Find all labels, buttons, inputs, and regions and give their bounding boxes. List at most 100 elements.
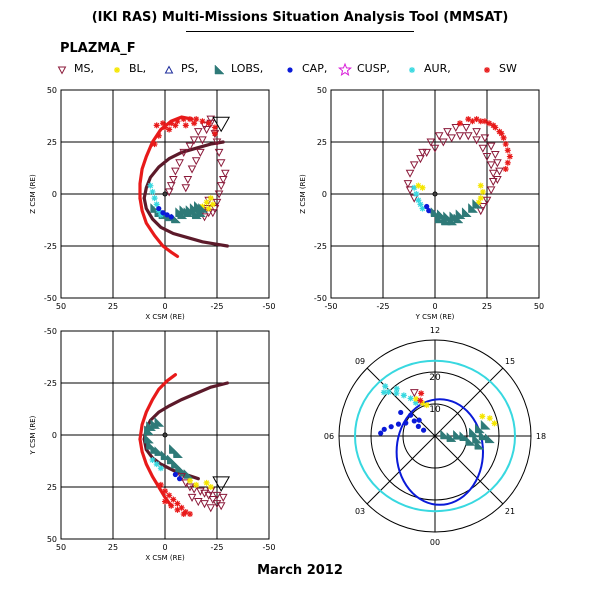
x-tick-label: -50 [324, 302, 337, 311]
data-point [415, 423, 421, 429]
data-point [469, 427, 479, 438]
data-point [179, 148, 189, 157]
boundary-curve [138, 196, 180, 258]
legend-label: CAP, [302, 62, 328, 75]
data-point [193, 498, 203, 507]
hour-label: 00 [430, 538, 440, 547]
data-point [385, 388, 392, 395]
data-point [156, 205, 162, 212]
data-point [490, 150, 500, 160]
data-point [212, 491, 222, 500]
boundary-curve [142, 140, 225, 200]
y-tick-label: 25 [47, 483, 57, 492]
data-point [181, 184, 191, 193]
data-point [198, 202, 209, 213]
data-point [482, 153, 492, 162]
x-tick-label: 0 [162, 543, 167, 552]
data-point [205, 205, 212, 212]
data-point [413, 395, 420, 402]
data-point [196, 148, 205, 157]
data-point [151, 195, 158, 202]
y-tick-label: 25 [317, 138, 327, 147]
data-point [159, 120, 166, 127]
data-point [179, 205, 190, 215]
data-point [443, 128, 452, 137]
hour-label: 15 [505, 357, 515, 366]
data-point [200, 121, 209, 130]
legend-marker-icon [484, 67, 490, 73]
data-point [157, 481, 164, 488]
x-tick-label: -25 [210, 302, 223, 311]
data-point [381, 426, 387, 432]
boundary-curve [138, 437, 173, 508]
data-point [405, 186, 415, 195]
data-point [187, 493, 197, 502]
panel-xz: 50 25 0 -25 -50 -50 -25 0 25 50 X CSM (RE) Z CSM (R… [29, 86, 276, 321]
data-point [220, 169, 230, 178]
data-point [423, 402, 430, 409]
data-point [426, 208, 432, 214]
data-point [419, 205, 426, 212]
data-point [218, 175, 228, 184]
polar-ring [338, 339, 532, 533]
data-point [168, 502, 175, 509]
data-point [472, 128, 481, 137]
data-point [422, 148, 432, 157]
data-point [498, 130, 505, 137]
x-tick-label: -25 [376, 302, 389, 311]
data-point [157, 211, 164, 218]
y-tick-label: -25 [44, 242, 57, 251]
data-point [486, 120, 493, 127]
data-point [388, 424, 394, 430]
y-axis-label: Y CSM (RE) [29, 415, 37, 455]
hour-label: 09 [355, 357, 365, 366]
data-point [469, 118, 476, 125]
data-point [393, 385, 400, 392]
panel-yz: -50 -25 0 25 50 -50 -25 0 25 50 Y CSM (RE) Z CSM (R… [299, 86, 544, 321]
legend-label: MS, [74, 62, 94, 75]
data-point [463, 132, 473, 141]
data-point [417, 201, 424, 208]
x-tick-label: 25 [108, 543, 118, 552]
data-point [486, 142, 496, 151]
data-point [415, 197, 422, 204]
data-point [175, 159, 184, 168]
data-point [206, 115, 216, 124]
y-tick-label: -50 [314, 294, 327, 303]
data-point [193, 128, 203, 137]
date-label: March 2012 [257, 563, 343, 578]
data-point [411, 418, 417, 424]
data-point [172, 122, 179, 129]
data-point [175, 207, 186, 217]
data-point [216, 182, 226, 191]
hour-label: 12 [430, 326, 440, 335]
data-point [438, 138, 448, 147]
data-point [151, 141, 158, 148]
data-point [412, 399, 419, 406]
data-point [486, 161, 496, 170]
y-tick-label: 50 [47, 86, 57, 95]
data-point [211, 130, 218, 137]
data-point [185, 142, 195, 151]
data-point [426, 138, 436, 147]
data-point [144, 433, 154, 444]
data-point [488, 169, 498, 178]
ring-label: 10 [429, 405, 441, 415]
earth-origin-icon [432, 191, 438, 197]
data-point [198, 136, 207, 145]
data-point [191, 120, 198, 127]
data-point [480, 134, 490, 143]
data-point [149, 456, 156, 463]
data-point [474, 423, 485, 434]
y-tick-label: -25 [314, 242, 327, 251]
data-point [461, 123, 471, 132]
ring-label: 20 [429, 373, 441, 383]
y-tick-label: 25 [47, 138, 57, 147]
data-point [189, 136, 199, 145]
data-point [488, 178, 498, 187]
data-point [164, 212, 170, 218]
data-point [416, 155, 425, 164]
data-point [465, 116, 472, 123]
x-axis-label: X CSM (RE) [145, 554, 185, 562]
x-tick-label: 25 [482, 302, 492, 311]
